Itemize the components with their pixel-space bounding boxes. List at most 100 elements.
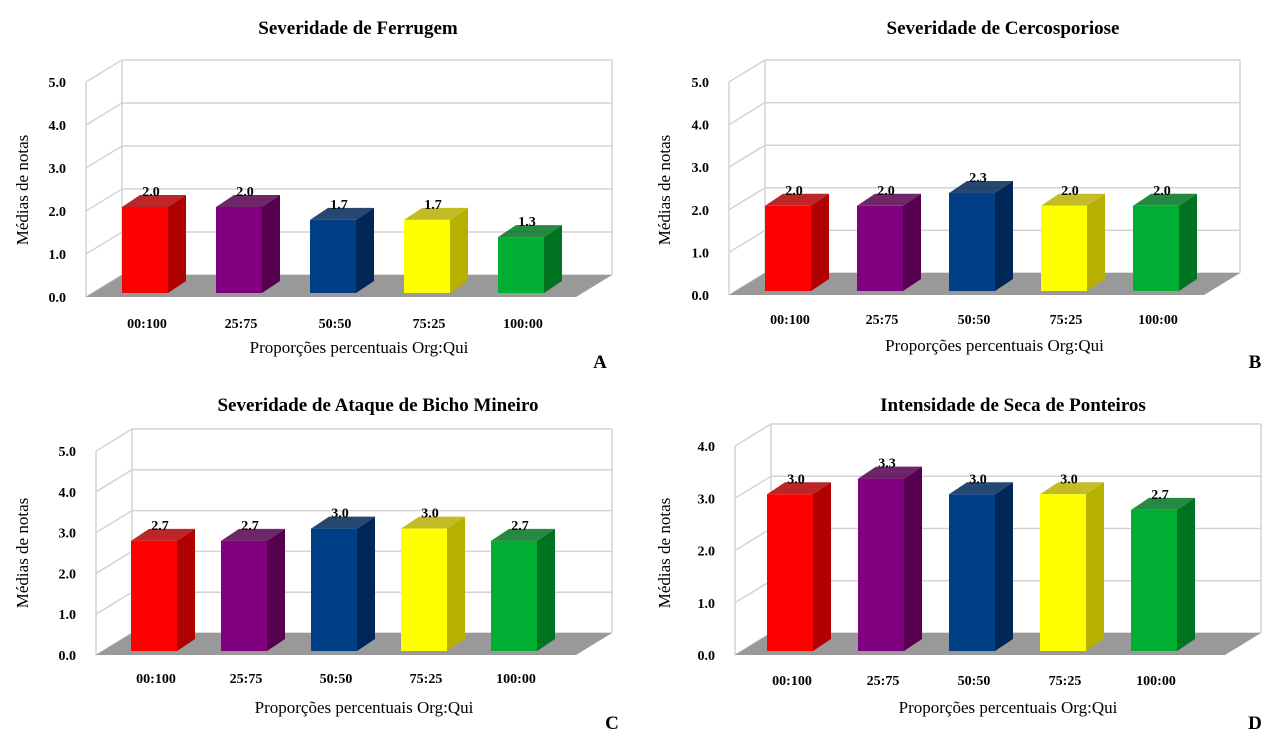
y-tick-label: 3.0 (59, 527, 77, 542)
data-label: 1.7 (424, 198, 442, 213)
bar (1040, 494, 1086, 651)
data-label: 3.0 (331, 507, 349, 522)
bar-side (995, 181, 1013, 291)
data-label: 3.0 (969, 472, 987, 487)
y-tick-label: 5.0 (692, 76, 710, 91)
x-tick-label: 75:25 (410, 672, 443, 687)
y-tick-label: 5.0 (49, 76, 67, 91)
data-label: 2.0 (1153, 184, 1171, 199)
x-tick-label: 100:00 (503, 317, 543, 332)
bar (767, 494, 813, 651)
bar (498, 237, 544, 293)
y-tick-label: 4.0 (59, 486, 77, 501)
bar-top (498, 225, 562, 238)
y-tick-label: 5.0 (59, 445, 77, 460)
y-tick-label: 3.0 (692, 161, 710, 176)
data-label: 3.0 (421, 507, 439, 522)
bar (311, 528, 357, 651)
chart-panel-c: 0.0 1.0 2.0 3.0 4.0 5.0 2.7 00:100 2.7 25:75 3.0 50… (13, 395, 619, 731)
bar (221, 540, 267, 651)
bar-top (216, 195, 280, 207)
bar-side (262, 195, 280, 293)
bar-top (491, 528, 555, 541)
bar (858, 478, 904, 651)
y-axis-label: Médias de notas (655, 498, 674, 608)
data-label: 2.7 (511, 519, 529, 534)
data-label: 2.7 (1151, 488, 1169, 503)
data-label: 2.0 (1061, 184, 1079, 199)
bar-side (904, 466, 922, 651)
gridline (728, 59, 1240, 83)
bar-side (1177, 497, 1195, 651)
data-label: 2.7 (241, 519, 259, 534)
bar-side (813, 482, 831, 651)
bar-top (1133, 193, 1197, 206)
bar (1131, 509, 1177, 651)
y-tick-label: 4.0 (692, 119, 710, 134)
x-tick-label: 50:50 (320, 672, 353, 687)
y-tick-label: 4.0 (698, 440, 716, 455)
bar (949, 494, 995, 651)
data-label: 3.3 (878, 457, 896, 472)
gridline (85, 102, 612, 126)
bar-side (537, 528, 555, 651)
bar (310, 219, 356, 293)
bar (1133, 205, 1179, 291)
bar-side (267, 528, 285, 651)
bar-top (221, 528, 285, 541)
panel-letter: D (1248, 713, 1262, 731)
data-label: 2.0 (142, 185, 160, 200)
gridline (95, 428, 612, 452)
x-tick-label: 00:100 (136, 672, 176, 687)
y-tick-label: 1.0 (49, 248, 67, 263)
bar-side (811, 193, 829, 291)
bar (401, 528, 447, 651)
x-tick-label: 75:25 (1049, 674, 1082, 689)
x-tick-label: 50:50 (958, 674, 991, 689)
bar (122, 207, 168, 293)
bar-side (1087, 193, 1105, 291)
bar (765, 205, 811, 291)
data-label: 2.0 (236, 185, 254, 200)
bar-side (450, 207, 468, 293)
y-axis-label: Médias de notas (13, 498, 32, 608)
bar-side (168, 195, 186, 293)
bar-side (357, 516, 375, 651)
y-tick-label: 2.0 (49, 205, 67, 220)
x-axis-label: Proporções percentuais Org:Qui (250, 338, 469, 357)
x-tick-label: 100:00 (496, 672, 536, 687)
bar-top (949, 482, 1013, 495)
bar-side (447, 516, 465, 651)
y-tick-label: 3.0 (698, 492, 716, 507)
x-tick-label: 25:75 (225, 317, 258, 332)
data-label: 2.0 (877, 184, 895, 199)
bar-top (1041, 193, 1105, 206)
bar-top (122, 195, 186, 207)
y-tick-label: 0.0 (59, 649, 77, 664)
chart-panel-a: 0.0 1.0 2.0 3.0 4.0 5.0 2.0 00:100 2.0 25:75 1.7 50… (13, 18, 613, 373)
x-axis-label: Proporções percentuais Org:Qui (899, 698, 1118, 717)
data-label: 2.7 (151, 519, 169, 534)
panel-letter: C (605, 713, 619, 731)
bar-side (177, 528, 195, 651)
chart-title: Severidade de Cercosporiose (887, 18, 1120, 39)
chart-panel-b: 0.0 1.0 2.0 3.0 4.0 5.0 2.0 00:100 2.0 25:75 2.3 50… (655, 18, 1262, 373)
y-tick-label: 3.0 (49, 162, 67, 177)
bar (1041, 205, 1087, 291)
data-label: 3.0 (787, 472, 805, 487)
gridline (95, 469, 612, 493)
x-tick-label: 25:75 (230, 672, 263, 687)
bar (949, 193, 995, 291)
y-tick-label: 2.0 (698, 545, 716, 560)
bar-side (1179, 193, 1197, 291)
bar-top (767, 482, 831, 495)
y-tick-label: 1.0 (692, 246, 710, 261)
y-tick-label: 0.0 (692, 289, 710, 304)
bar-top (404, 207, 468, 220)
y-tick-label: 1.0 (698, 597, 716, 612)
chart-title: Severidade de Ataque de Bicho Mineiro (217, 395, 538, 416)
gridline (85, 145, 612, 169)
panel-letter: B (1249, 352, 1262, 373)
bar (131, 540, 177, 651)
data-label: 1.3 (518, 215, 536, 230)
